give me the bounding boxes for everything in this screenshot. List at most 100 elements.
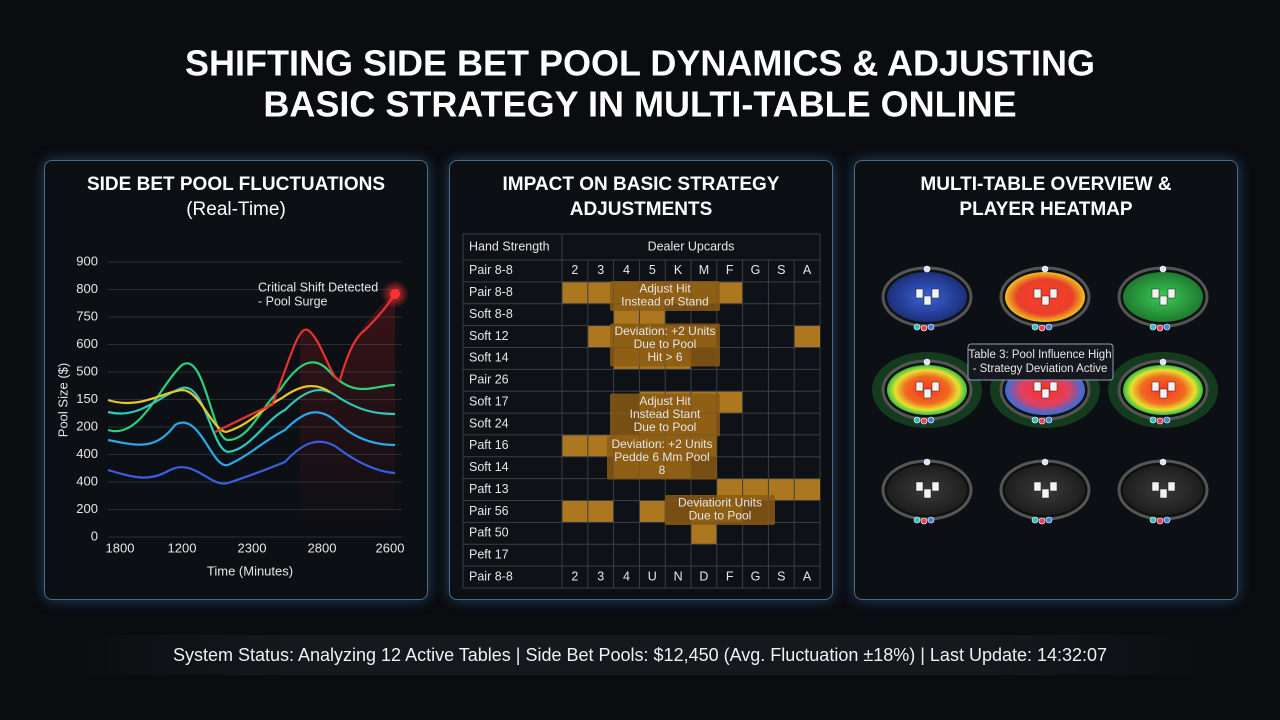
card xyxy=(1151,288,1160,299)
x-tick-label: 2300 xyxy=(238,540,267,555)
card xyxy=(1167,288,1176,299)
card xyxy=(1049,381,1058,392)
card xyxy=(1041,295,1050,306)
chip xyxy=(1163,516,1171,524)
x-tick-label: 2600 xyxy=(376,540,405,555)
card xyxy=(1041,488,1050,499)
card xyxy=(1033,381,1042,392)
note-text: Due to Pool xyxy=(689,509,752,523)
y-tick-label: 900 xyxy=(76,253,98,268)
upcard: G xyxy=(751,263,761,277)
y-tick-label: 150 xyxy=(76,391,98,406)
annotation: Critical Shift Detected xyxy=(258,280,378,294)
chip xyxy=(1038,517,1046,525)
pool-lines xyxy=(107,280,409,535)
card xyxy=(1041,388,1050,399)
chip xyxy=(1163,416,1171,424)
upcard: 3 xyxy=(597,263,604,277)
chip xyxy=(920,324,928,332)
table-header: Dealer Upcards xyxy=(648,239,735,253)
footer-bar xyxy=(60,635,1220,675)
line xyxy=(214,293,396,433)
tooltip-text: Table 3: Pool Influence High xyxy=(968,349,1111,361)
chip xyxy=(1159,458,1167,466)
x-axis-label: Time (Minutes) xyxy=(207,563,293,578)
y-tick-label: 500 xyxy=(76,363,98,378)
row-label: Paft 16 xyxy=(469,438,509,452)
note-box xyxy=(665,495,775,525)
chip xyxy=(1031,516,1039,524)
note-text: Deviatiorit Units xyxy=(678,496,762,510)
row-label: Paft 50 xyxy=(469,526,509,540)
row-label: Soft 14 xyxy=(469,460,509,474)
chip xyxy=(913,323,921,331)
row-label: Soft 24 xyxy=(469,416,509,430)
highlight-cell xyxy=(716,281,743,304)
highlight-cell xyxy=(587,325,614,348)
row-label: Pair 8-8 xyxy=(469,285,513,299)
note-box xyxy=(610,281,720,311)
chip xyxy=(920,517,928,525)
card xyxy=(1033,481,1042,492)
highlight-cell xyxy=(716,391,743,414)
card xyxy=(915,381,924,392)
chip xyxy=(1163,323,1171,331)
chip xyxy=(927,516,935,524)
chip xyxy=(1149,416,1157,424)
y-tick-label: 200 xyxy=(76,418,98,433)
chip xyxy=(1045,516,1053,524)
chip xyxy=(927,416,935,424)
area-shade xyxy=(300,294,395,535)
upcard: M xyxy=(699,263,709,277)
panel-title: IMPACT ON BASIC STRATEGY xyxy=(503,174,780,195)
upcard: 3 xyxy=(597,569,604,583)
highlight-cell xyxy=(562,434,588,457)
tooltip-text: - Strategy Deviation Active xyxy=(973,363,1108,375)
card xyxy=(923,488,932,499)
highlight-cell xyxy=(587,500,614,523)
chip xyxy=(1149,516,1157,524)
line xyxy=(107,440,396,485)
note-text: Instead Stant xyxy=(630,407,701,421)
upcard: F xyxy=(726,569,734,583)
row-label: Peft 17 xyxy=(469,547,509,561)
chip xyxy=(1045,416,1053,424)
note-box xyxy=(607,436,717,480)
note-text: Deviation: +2 Units xyxy=(611,437,712,451)
highlight-cell xyxy=(768,478,795,501)
alert-dot xyxy=(390,289,400,299)
chip xyxy=(1149,323,1157,331)
page-title: SHIFTING SIDE BET POOL DYNAMICS & ADJUST… xyxy=(185,43,1095,84)
line xyxy=(107,384,331,434)
chip xyxy=(1031,416,1039,424)
card xyxy=(1049,481,1058,492)
note-text: Pedde 6 Mm Pool xyxy=(614,450,709,464)
chip xyxy=(1159,358,1167,366)
row-label: Soft 17 xyxy=(469,394,509,408)
note-text: Adjust Hit xyxy=(639,394,691,408)
tooltip-box xyxy=(967,343,1114,381)
card xyxy=(923,388,932,399)
highlight-cell xyxy=(587,281,614,304)
chip xyxy=(1156,324,1164,332)
card xyxy=(915,481,924,492)
card xyxy=(931,288,940,299)
y-tick-label: 600 xyxy=(76,336,98,351)
note-text: 8 xyxy=(659,463,666,477)
card xyxy=(915,288,924,299)
upcard: U xyxy=(648,569,657,583)
y-tick-label: 400 xyxy=(76,446,98,461)
y-tick-label: 400 xyxy=(76,473,98,488)
chip xyxy=(913,516,921,524)
row-label: Soft 14 xyxy=(469,351,509,365)
upcard: A xyxy=(803,569,812,583)
highlight-cell xyxy=(794,478,820,501)
chip xyxy=(1038,324,1046,332)
line xyxy=(107,411,396,467)
upcard: F xyxy=(726,263,734,277)
card xyxy=(1159,295,1168,306)
upcard: A xyxy=(803,263,812,277)
upcard: D xyxy=(699,569,708,583)
card xyxy=(931,481,940,492)
upcard: S xyxy=(777,263,785,277)
